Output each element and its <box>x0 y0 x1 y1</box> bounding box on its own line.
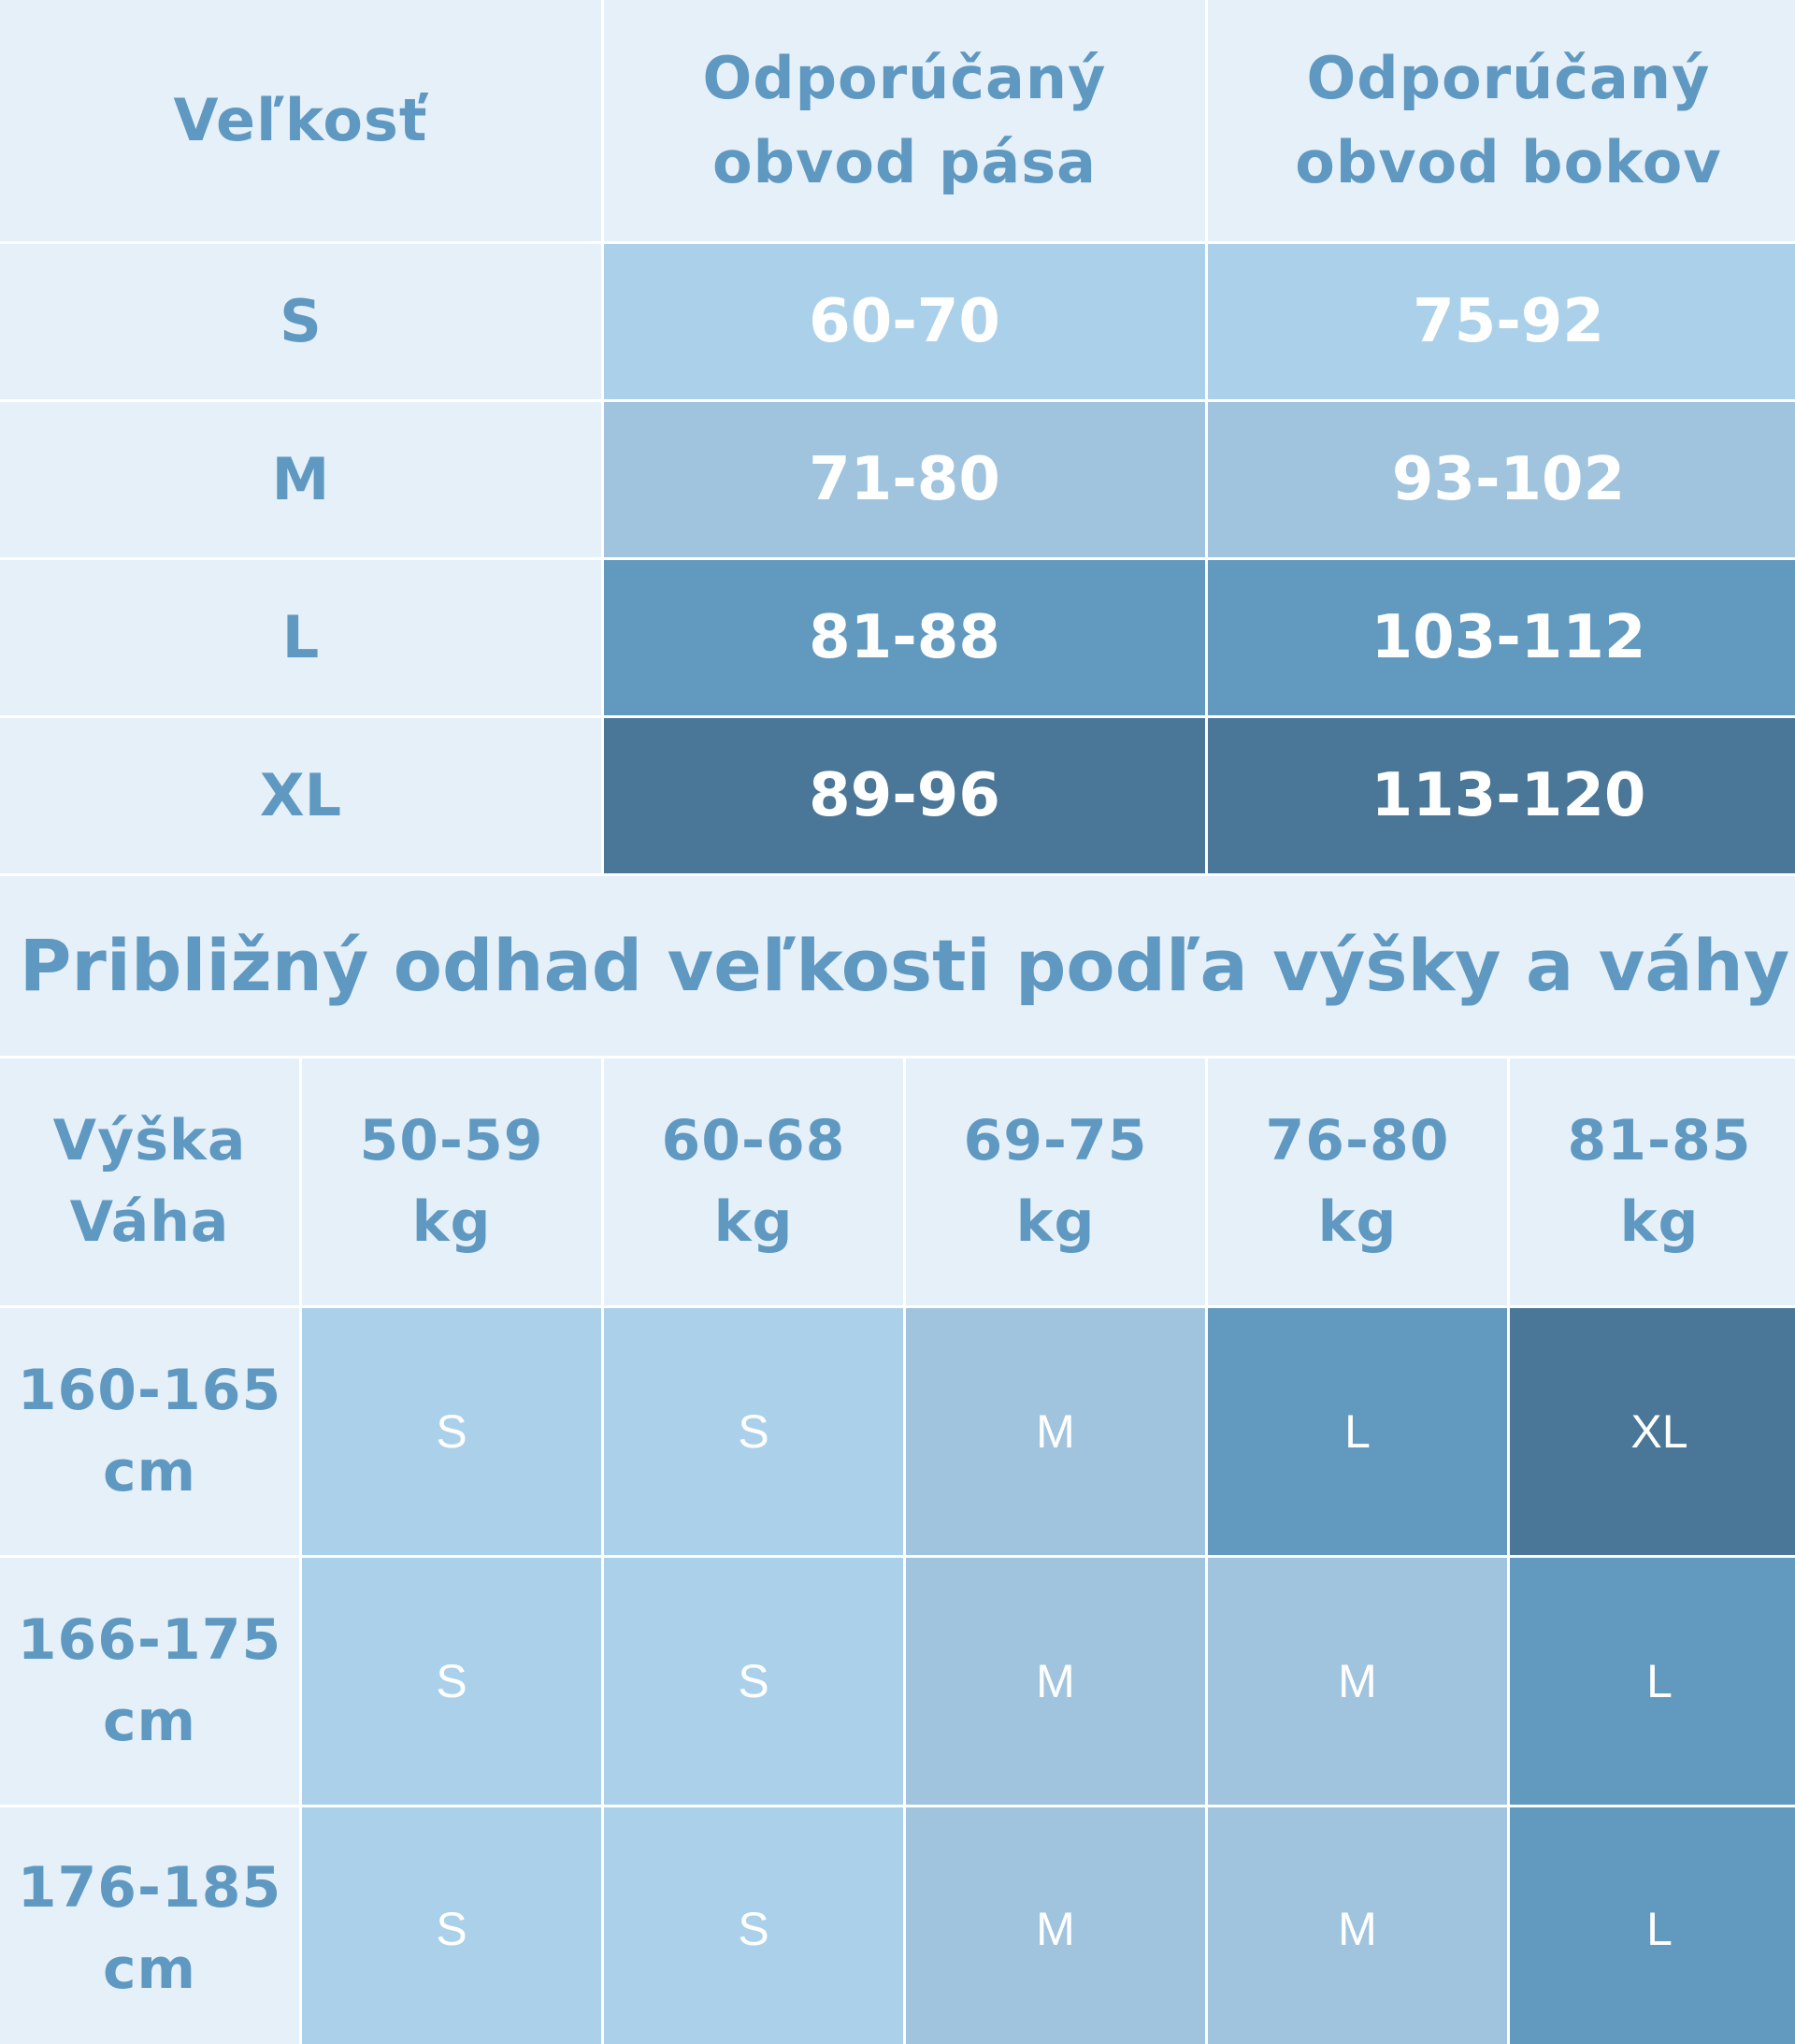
waist-value-s: 60-70 <box>604 244 1205 399</box>
weight-header-3: 69-75 kg <box>906 1058 1205 1305</box>
estimate-cell: XL <box>1510 1308 1795 1555</box>
weight-header-5: 81-85 kg <box>1510 1058 1795 1305</box>
waist-value-xl: 89-96 <box>604 718 1205 873</box>
header-hips: Odporúčaný obvod bokov <box>1208 0 1795 241</box>
height-header-3: 176-185 cm <box>0 1807 299 2044</box>
height-header-2: 166-175 cm <box>0 1558 299 1805</box>
estimate-cell: L <box>1208 1308 1507 1555</box>
estimate-title: Približný odhad veľkosti podľa výšky a v… <box>0 876 1795 1056</box>
estimate-cell: S <box>302 1558 601 1805</box>
size-label-m: M <box>0 402 601 557</box>
weight-header-2: 60-68 kg <box>604 1058 903 1305</box>
header-size: Veľkosť <box>0 0 601 241</box>
size-label-l: L <box>0 560 601 715</box>
estimate-cell: M <box>1208 1807 1507 2044</box>
hips-value-xl: 113-120 <box>1208 718 1795 873</box>
weight-label-5: 81-85 kg <box>1567 1108 1752 1255</box>
estimate-cell: L <box>1510 1807 1795 2044</box>
estimate-cell: S <box>302 1807 601 2044</box>
size-label-xl: XL <box>0 718 601 873</box>
corner-header: Výška Váha <box>0 1058 299 1305</box>
weight-label-3: 69-75 kg <box>963 1108 1148 1255</box>
hips-value-m: 93-102 <box>1208 402 1795 557</box>
estimate-cell: S <box>604 1807 903 2044</box>
hips-value-s: 75-92 <box>1208 244 1795 399</box>
estimate-cell: M <box>906 1308 1205 1555</box>
estimate-cell: M <box>1208 1558 1507 1805</box>
estimate-cell: M <box>906 1807 1205 2044</box>
weight-label-2: 60-68 kg <box>661 1108 846 1255</box>
height-label-1: 160-165 cm <box>17 1358 282 1504</box>
height-label-3: 176-185 cm <box>17 1855 282 2002</box>
waist-value-m: 71-80 <box>604 402 1205 557</box>
header-hips-label: Odporúčaný obvod bokov <box>1295 44 1722 196</box>
height-label-2: 166-175 cm <box>17 1607 282 1754</box>
weight-label-4: 76-80 kg <box>1265 1108 1450 1255</box>
weight-header-1: 50-59 kg <box>302 1058 601 1305</box>
corner-height-label: Výška <box>52 1108 247 1173</box>
corner-weight-label: Váha <box>69 1189 230 1255</box>
estimate-cell: M <box>906 1558 1205 1805</box>
header-waist: Odporúčaný obvod pása <box>604 0 1205 241</box>
size-label-s: S <box>0 244 601 399</box>
weight-header-4: 76-80 kg <box>1208 1058 1507 1305</box>
weight-label-1: 50-59 kg <box>359 1108 544 1255</box>
estimate-cell: S <box>604 1308 903 1555</box>
waist-value-l: 81-88 <box>604 560 1205 715</box>
estimate-cell: L <box>1510 1558 1795 1805</box>
estimate-cell: S <box>604 1558 903 1805</box>
hips-value-l: 103-112 <box>1208 560 1795 715</box>
header-waist-label: Odporúčaný obvod pása <box>702 44 1107 196</box>
height-header-1: 160-165 cm <box>0 1308 299 1555</box>
estimate-cell: S <box>302 1308 601 1555</box>
